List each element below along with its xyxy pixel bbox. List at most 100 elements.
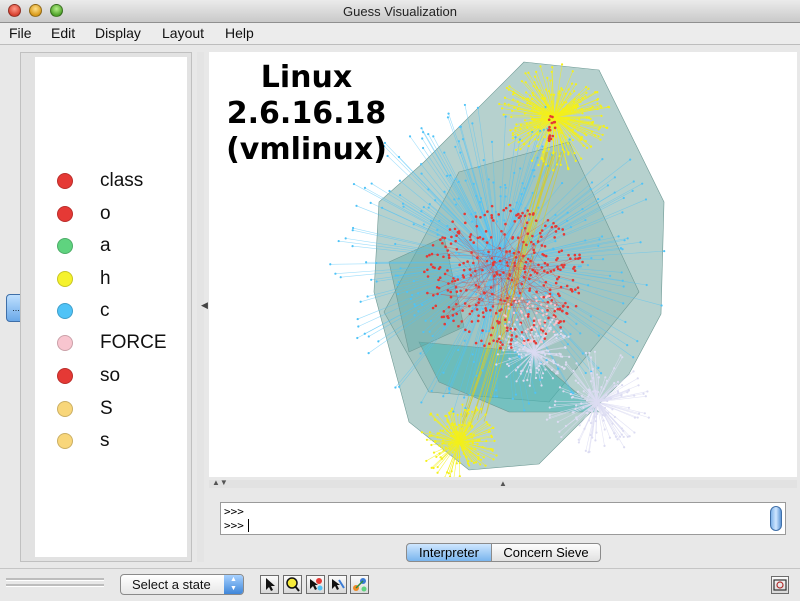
graph-node — [451, 422, 453, 424]
graph-node — [432, 294, 435, 297]
graph-node — [560, 436, 562, 438]
graph-node — [585, 134, 587, 136]
graph-node — [520, 353, 522, 355]
menu-edit[interactable]: Edit — [51, 25, 75, 41]
graph-node — [564, 93, 566, 95]
graph-title: Linux 2.6.16.18 (vmlinux) — [209, 60, 404, 168]
graph-node — [502, 209, 505, 212]
graph-node — [538, 90, 540, 92]
graph-node — [515, 394, 517, 396]
graph-node — [546, 305, 548, 307]
graph-node — [511, 334, 514, 337]
graph-node — [480, 459, 482, 461]
graph-node — [492, 305, 495, 308]
tab-interpreter[interactable]: Interpreter — [406, 543, 492, 562]
graph-node — [482, 446, 484, 448]
console-scrollbar[interactable] — [770, 506, 782, 531]
graph-node — [550, 328, 552, 330]
graph-node — [538, 321, 540, 323]
graph-node — [602, 414, 604, 416]
graph-node — [539, 232, 542, 235]
graph-node — [470, 233, 473, 236]
console-prompt[interactable]: >>>​ — [224, 519, 249, 532]
graph-node — [632, 190, 634, 192]
tab-concern-sieve[interactable]: Concern Sieve — [491, 543, 601, 562]
graph-node — [398, 281, 400, 283]
select-state-dropdown[interactable]: Select a state ▲▼ — [120, 574, 244, 595]
graph-node — [521, 193, 523, 195]
graph-node — [477, 314, 480, 317]
graph-node — [578, 441, 580, 443]
graph-node — [479, 216, 482, 219]
graph-node — [509, 343, 512, 346]
graph-node — [471, 411, 473, 413]
graph-node — [399, 267, 401, 269]
graph-node — [602, 258, 604, 260]
layout-tool-button[interactable] — [350, 575, 369, 594]
graph-node — [443, 327, 445, 329]
node-select-tool-button[interactable] — [306, 575, 325, 594]
graph-node — [636, 340, 638, 342]
graph-node — [621, 433, 623, 435]
graph-node — [428, 207, 430, 209]
graph-node — [607, 106, 609, 108]
graph-node — [450, 296, 453, 299]
menu-help[interactable]: Help — [225, 25, 254, 41]
graph-node — [528, 349, 530, 351]
graph-node — [527, 132, 529, 134]
graph-node — [565, 101, 567, 103]
graph-node — [442, 372, 444, 374]
graph-node — [464, 340, 466, 342]
graph-node — [430, 444, 432, 446]
zoom-tool-button[interactable] — [283, 575, 302, 594]
graph-node — [574, 288, 577, 291]
graph-node — [585, 140, 587, 142]
menu-layout[interactable]: Layout — [162, 25, 204, 41]
graph-canvas[interactable]: Linux 2.6.16.18 (vmlinux) — [209, 52, 797, 477]
graph-node — [504, 318, 507, 321]
snapshot-button[interactable] — [771, 576, 789, 594]
graph-node — [499, 274, 502, 277]
graph-node — [448, 443, 450, 445]
graph-node — [463, 237, 465, 239]
graph-node — [585, 450, 587, 452]
graph-node — [476, 443, 478, 445]
graph-node — [548, 90, 550, 92]
graph-node — [573, 104, 575, 106]
graph-node — [622, 280, 624, 282]
edge-select-tool-button[interactable] — [328, 575, 347, 594]
graph-node — [596, 91, 598, 93]
graph-node — [462, 262, 465, 265]
graph-node — [553, 323, 555, 325]
graph-node — [430, 220, 432, 222]
graph-node — [537, 164, 539, 166]
graph-node — [520, 373, 522, 375]
graph-node — [514, 136, 516, 138]
pointer-tool-button[interactable] — [260, 575, 279, 594]
graph-node — [495, 211, 497, 213]
graph-node — [547, 132, 549, 134]
graph-node — [492, 219, 495, 222]
graph-node — [563, 320, 566, 323]
graph-node — [508, 103, 510, 105]
menu-file[interactable]: File — [9, 25, 32, 41]
graph-node — [561, 310, 564, 313]
graph-node — [434, 199, 436, 201]
interpreter-console[interactable]: >>> >>>​ — [220, 502, 786, 535]
graph-node — [549, 134, 552, 137]
graph-node — [613, 432, 615, 434]
graph-node — [448, 472, 450, 474]
graph-node — [520, 124, 522, 126]
graph-node — [589, 389, 591, 391]
graph-node — [564, 136, 566, 138]
graph-node — [465, 289, 468, 292]
graph-node — [516, 351, 518, 353]
graph-node — [546, 419, 548, 421]
graph-node — [553, 121, 556, 124]
graph-node — [587, 122, 589, 124]
graph-node — [464, 409, 466, 411]
menu-display[interactable]: Display — [95, 25, 141, 41]
graph-node — [521, 212, 524, 215]
graph-node — [469, 451, 471, 453]
graph-node — [470, 274, 473, 277]
